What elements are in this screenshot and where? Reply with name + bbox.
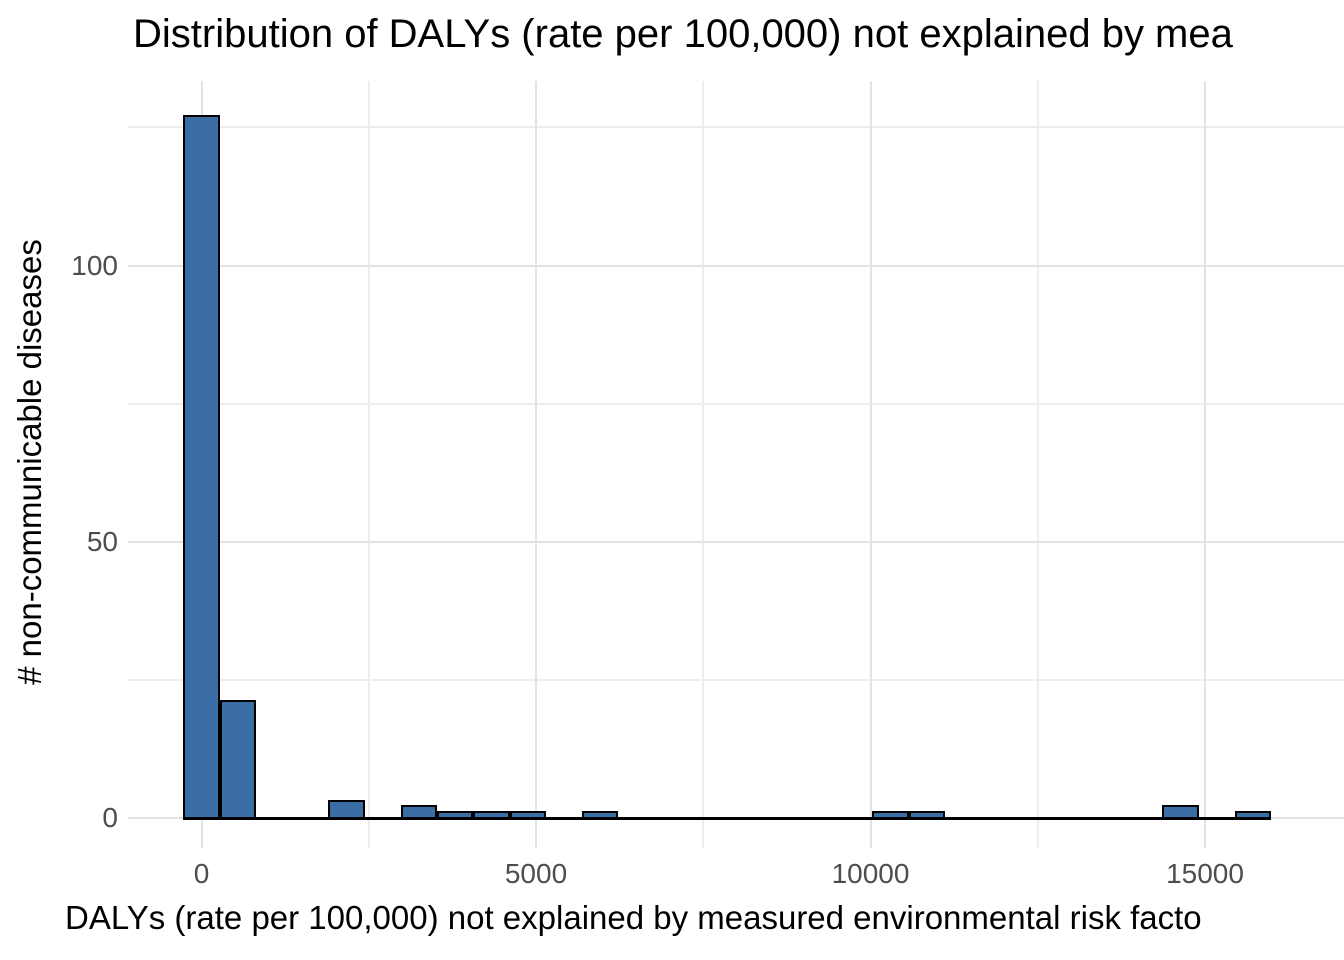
histogram-bar xyxy=(437,810,474,820)
y-minor-gridline xyxy=(128,126,1344,129)
y-minor-gridline xyxy=(128,402,1344,405)
histogram-bar xyxy=(400,805,438,820)
x-axis-title: DALYs (rate per 100,000) not explained b… xyxy=(65,899,1202,936)
x-tick-label: 0 xyxy=(193,858,210,889)
plot-title: Distribution of DALYs (rate per 100,000)… xyxy=(133,12,1233,56)
x-tick-label: 15000 xyxy=(1166,858,1244,889)
y-minor-gridline xyxy=(128,678,1344,681)
x-major-gridline xyxy=(869,81,872,848)
histogram-bar xyxy=(473,810,510,820)
histogram-bar xyxy=(509,810,546,820)
histogram-bar xyxy=(1162,805,1199,820)
x-tick-label: 5000 xyxy=(504,858,568,889)
x-minor-gridline xyxy=(367,81,370,848)
histogram-bar xyxy=(183,114,220,820)
x-major-gridline xyxy=(1204,81,1206,848)
histogram-bar xyxy=(219,700,256,820)
x-tick-label: 10000 xyxy=(831,858,910,889)
histogram-bar xyxy=(582,810,619,820)
y-tick-label: 100 xyxy=(71,249,118,281)
histogram-bar xyxy=(328,799,365,820)
x-axis-baseline xyxy=(183,816,1272,820)
x-minor-gridline xyxy=(702,81,705,848)
y-tick-label: 50 xyxy=(86,525,118,557)
histogram-bar xyxy=(872,810,909,820)
histogram-bar xyxy=(1234,810,1272,820)
x-minor-gridline xyxy=(1036,81,1039,848)
histogram-bar xyxy=(908,810,945,820)
y-major-gridline xyxy=(128,264,1344,267)
y-major-gridline xyxy=(128,540,1344,543)
y-axis-title: # non-communicable diseases xyxy=(11,239,48,685)
y-tick-label: 0 xyxy=(102,802,118,833)
x-major-gridline xyxy=(535,81,537,848)
